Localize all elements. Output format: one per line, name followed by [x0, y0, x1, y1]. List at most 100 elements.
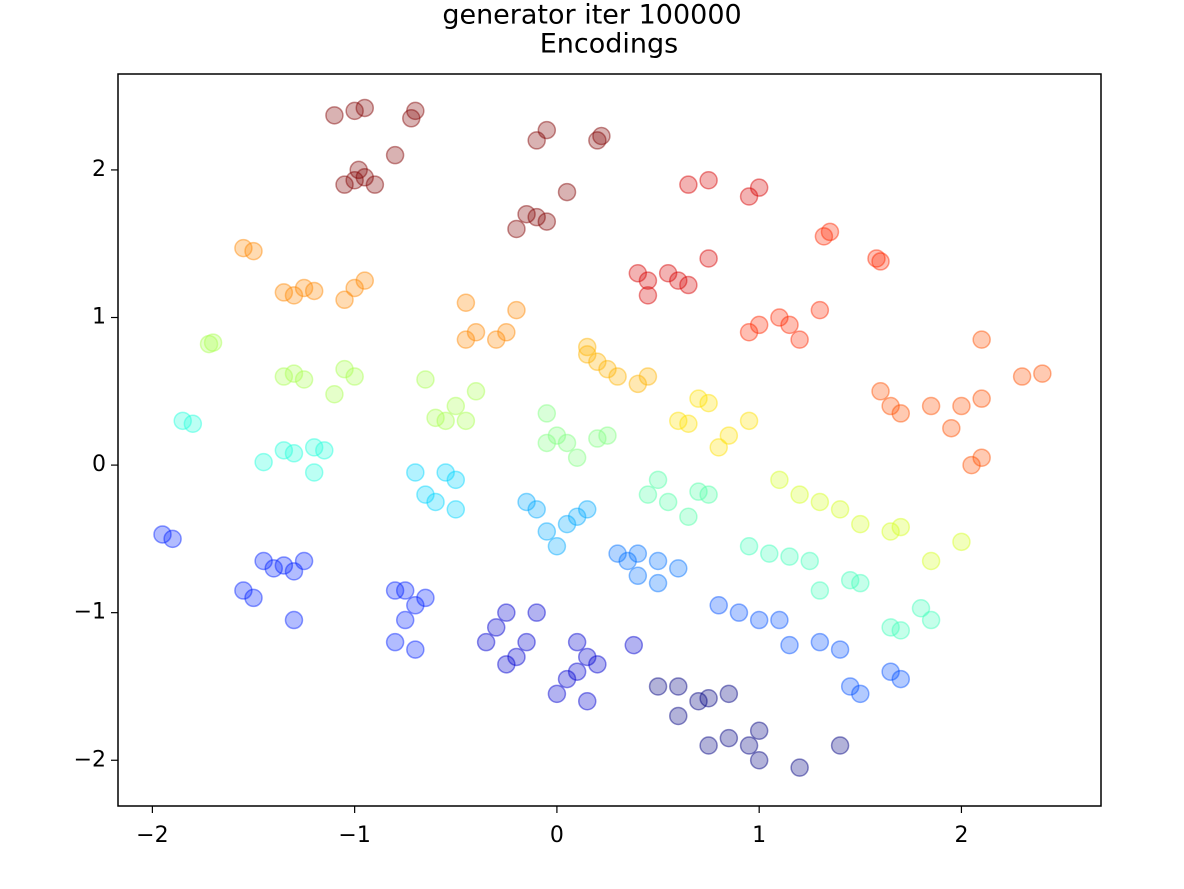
point — [881, 522, 900, 541]
point — [648, 677, 668, 696]
point — [699, 485, 718, 504]
point — [294, 278, 314, 298]
point — [679, 175, 698, 194]
point — [952, 532, 971, 552]
point — [881, 662, 900, 681]
point — [592, 126, 611, 146]
point — [669, 559, 688, 578]
point — [588, 429, 607, 448]
point — [507, 219, 526, 239]
point — [669, 706, 688, 726]
point — [760, 544, 779, 563]
point — [891, 621, 911, 640]
point — [608, 544, 627, 563]
point — [810, 581, 830, 600]
point — [456, 330, 476, 349]
y-tick-label: −1 — [74, 600, 106, 625]
point — [790, 758, 809, 777]
point — [638, 485, 658, 504]
point — [426, 408, 445, 428]
point — [557, 669, 577, 689]
point — [537, 120, 557, 140]
point — [567, 448, 587, 467]
point — [264, 559, 283, 578]
point — [345, 367, 364, 386]
point — [881, 618, 900, 637]
point — [699, 736, 718, 755]
point — [517, 492, 536, 512]
point — [770, 308, 789, 327]
point — [402, 109, 421, 128]
point — [446, 396, 466, 416]
suptitle: generator iter 100000 — [442, 0, 741, 31]
point — [669, 677, 688, 696]
point — [608, 367, 627, 386]
point — [335, 359, 354, 379]
point — [628, 544, 648, 563]
point — [719, 426, 739, 445]
point — [588, 655, 607, 674]
point — [284, 286, 304, 305]
point — [699, 249, 718, 268]
point — [840, 677, 860, 696]
point — [699, 171, 718, 190]
point — [244, 588, 263, 608]
point — [891, 669, 911, 689]
point — [830, 640, 850, 659]
point — [749, 610, 769, 630]
point — [739, 537, 759, 556]
axes-frame — [117, 73, 1102, 807]
point — [578, 647, 597, 667]
point — [962, 455, 981, 475]
x-tick-label: 0 — [550, 823, 564, 848]
point — [699, 393, 718, 413]
y-tick-label: −2 — [74, 747, 106, 772]
point — [648, 573, 668, 593]
point — [719, 684, 739, 704]
point — [840, 570, 860, 590]
point — [304, 281, 324, 301]
point — [517, 204, 536, 224]
point — [618, 551, 637, 571]
point — [567, 632, 587, 652]
point — [385, 632, 405, 652]
point — [466, 323, 486, 342]
point — [507, 300, 526, 320]
point — [578, 500, 597, 519]
point — [203, 333, 223, 352]
point — [739, 411, 759, 431]
point — [385, 581, 405, 600]
point — [921, 610, 941, 630]
point — [749, 178, 769, 197]
point — [567, 662, 587, 681]
point — [406, 101, 425, 121]
point — [628, 263, 648, 283]
point — [284, 562, 304, 581]
point — [830, 736, 850, 755]
point — [436, 463, 455, 482]
point — [284, 364, 304, 383]
point — [658, 492, 678, 512]
point — [274, 283, 294, 302]
point — [476, 632, 496, 652]
point — [871, 252, 890, 271]
point — [729, 603, 749, 622]
point — [749, 721, 769, 740]
point — [790, 330, 809, 349]
point — [547, 426, 567, 445]
point — [234, 238, 253, 258]
point — [689, 691, 708, 711]
point — [537, 522, 557, 541]
point — [355, 98, 375, 118]
point — [810, 300, 830, 320]
y-tick-label: 0 — [92, 452, 106, 477]
point — [345, 171, 364, 190]
point — [578, 337, 597, 357]
point — [810, 632, 830, 652]
point — [497, 655, 516, 674]
point — [881, 396, 900, 416]
point — [952, 396, 971, 416]
point — [638, 271, 658, 290]
point — [669, 271, 688, 290]
point — [456, 411, 476, 431]
